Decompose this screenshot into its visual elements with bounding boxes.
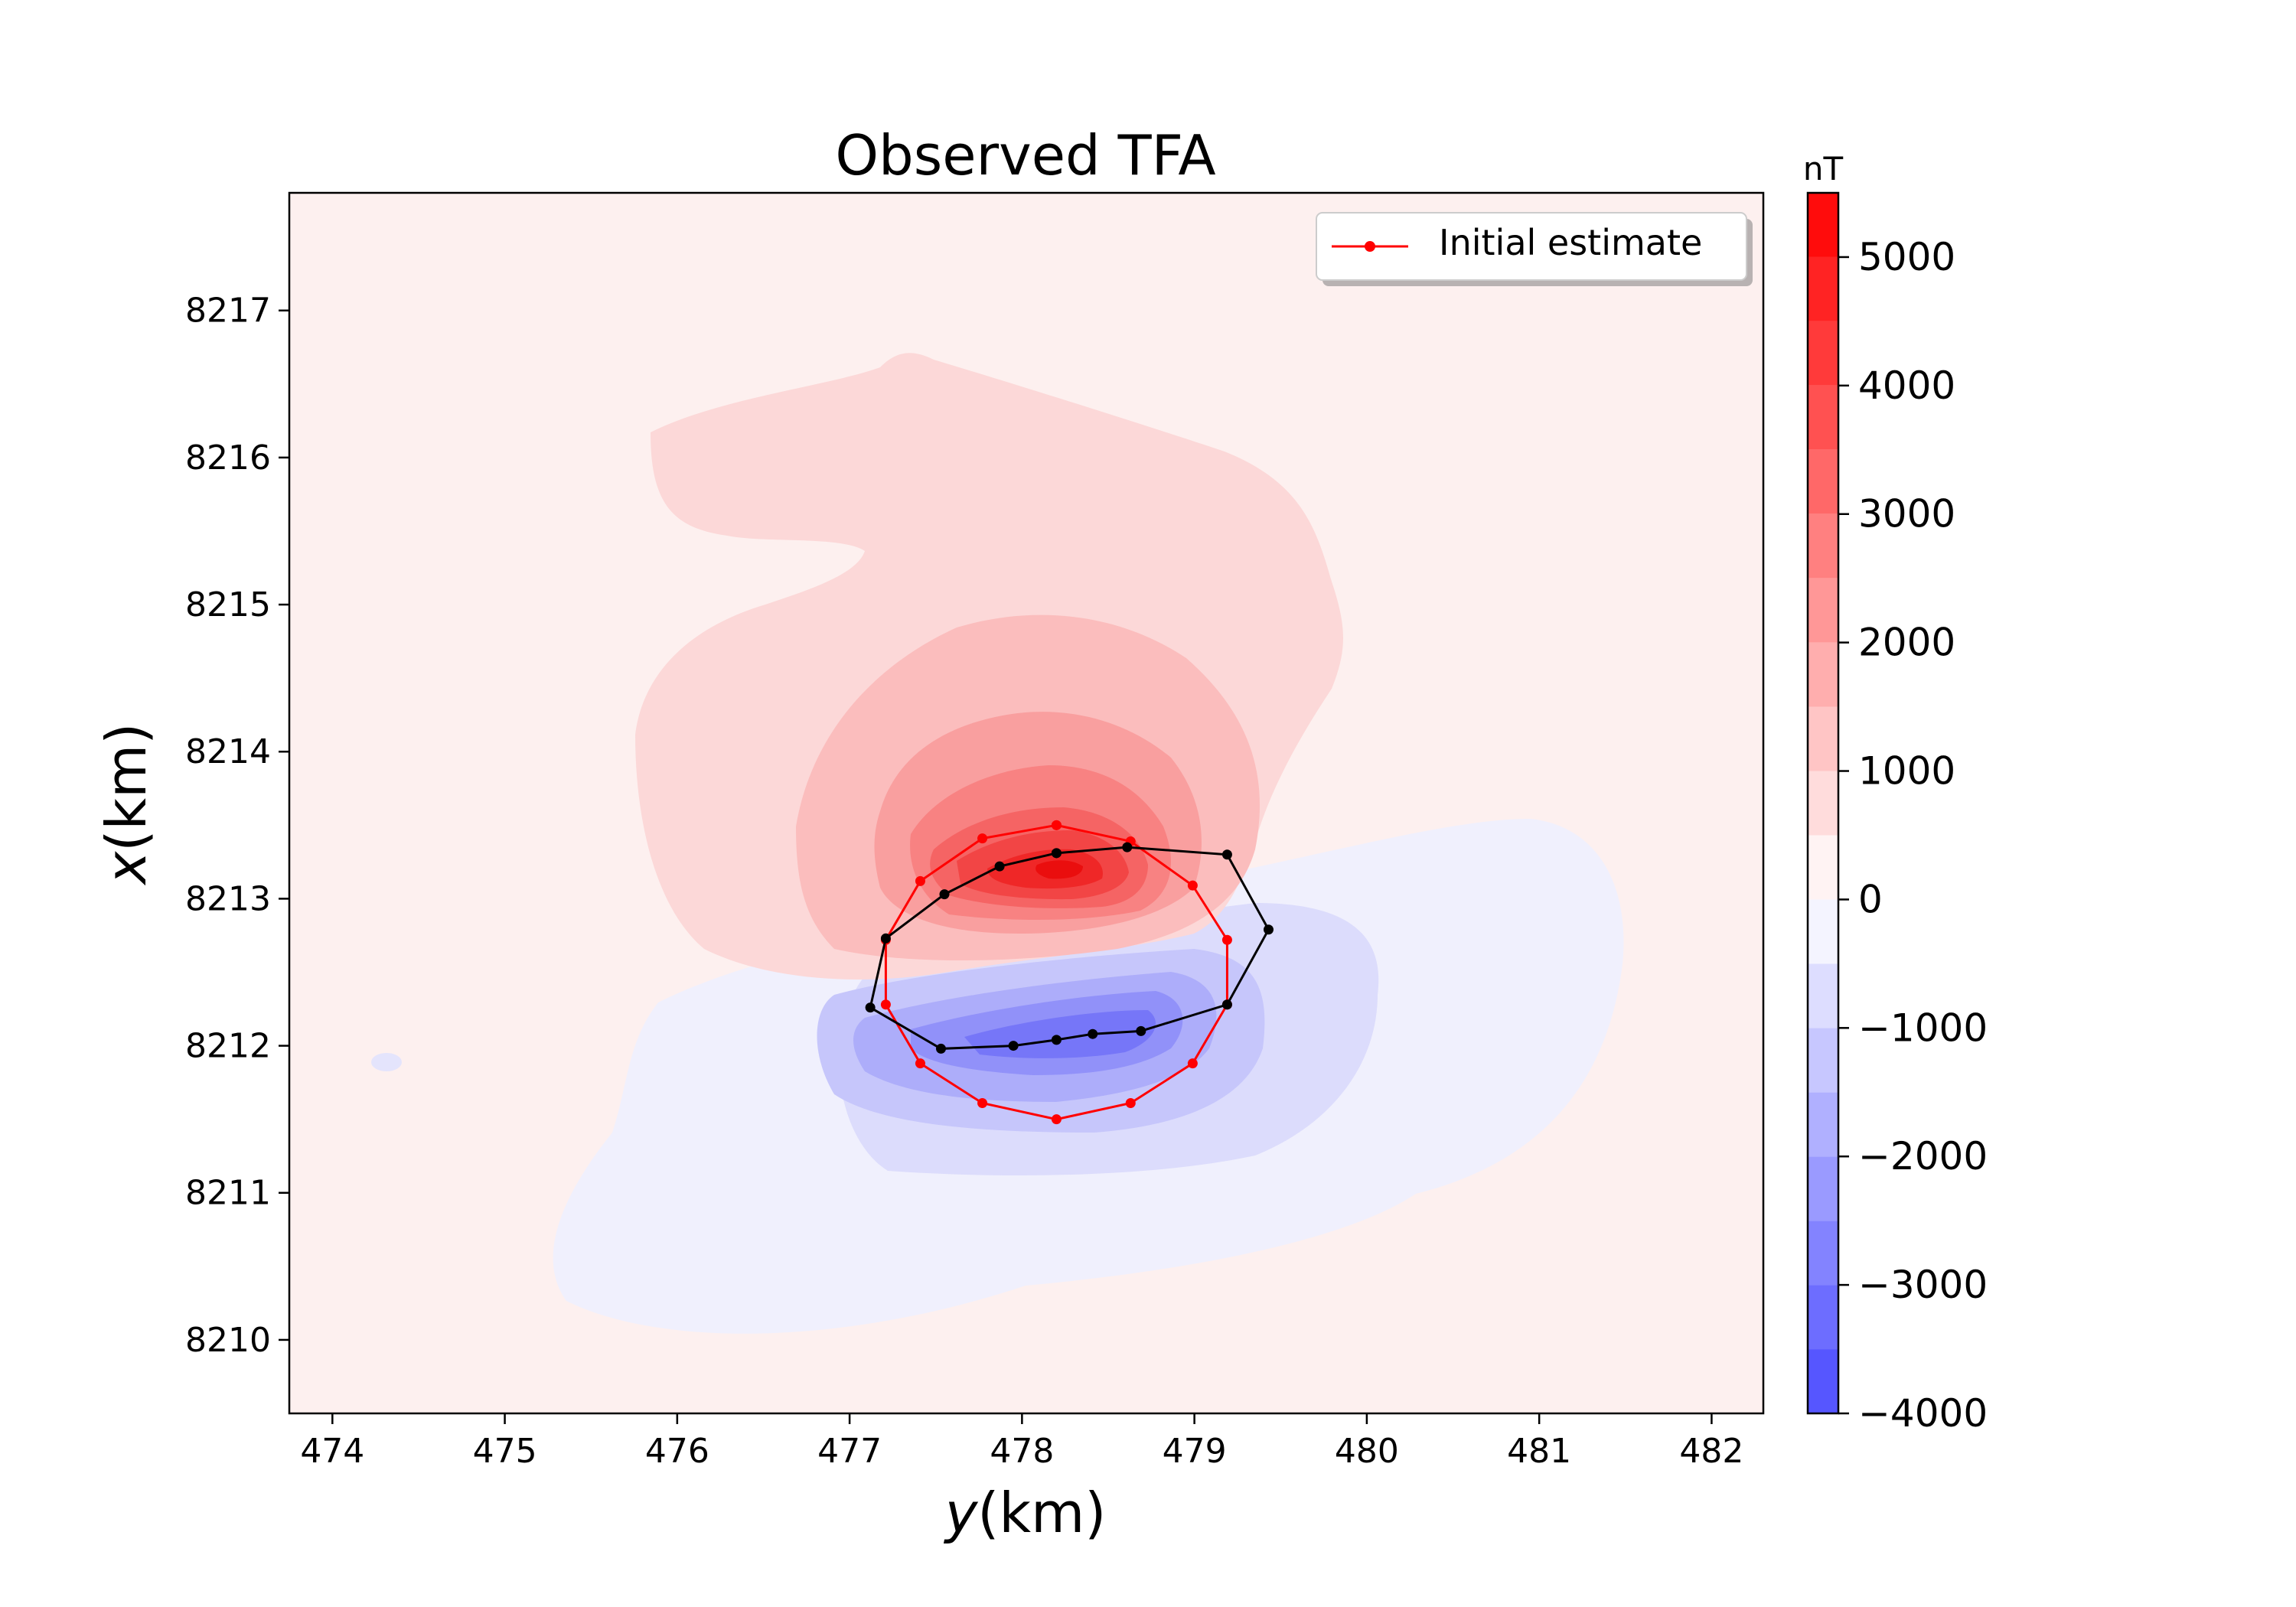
colorbar-tick-label: −2000	[1858, 1134, 1988, 1178]
colorbar-band	[1808, 193, 1838, 257]
estimated-vertex	[994, 861, 1005, 872]
y-axis-ticks: 8210 8211 8212 8213 8214 8215 8216 8217	[185, 292, 289, 1360]
colorbar-band	[1808, 385, 1838, 450]
colorbar-tick-label: −4000	[1858, 1391, 1988, 1436]
estimated-vertex	[1136, 1025, 1146, 1036]
x-axis-ticks: 474 475 476 477 478 479 480 481 482	[300, 1413, 1743, 1471]
colorbar-band	[1808, 513, 1838, 579]
colorbar-tick-label: −3000	[1858, 1263, 1988, 1307]
colorbar-band	[1808, 1221, 1838, 1286]
legend: Initial estimate	[1316, 212, 1753, 286]
colorbar-bands	[1808, 193, 1838, 1413]
neg-contour-small-patch	[371, 1053, 402, 1071]
initial-estimate-vertex	[977, 1098, 988, 1109]
legend-label: Initial estimate	[1439, 222, 1702, 263]
legend-box	[1316, 212, 1747, 281]
y-axis-label: x(km)	[94, 723, 158, 886]
colorbar-tick-label: 5000	[1858, 235, 1955, 279]
estimated-vertex	[935, 1043, 946, 1054]
colorbar-unit-label: nT	[1803, 150, 1844, 187]
y-tick-label: 8217	[185, 292, 271, 331]
initial-estimate-vertex	[1051, 1114, 1062, 1125]
polygon-layer	[865, 820, 1274, 1125]
x-tick-label: 477	[817, 1432, 882, 1471]
y-tick-label: 8212	[185, 1027, 271, 1066]
estimated-vertex	[1088, 1028, 1098, 1039]
y-tick-label: 8214	[185, 732, 271, 771]
colorbar-band	[1808, 449, 1838, 514]
x-tick-label: 474	[300, 1432, 364, 1471]
initial-estimate-vertex	[1187, 880, 1198, 891]
colorbar-band	[1808, 1092, 1838, 1157]
colorbar: nT −4000 −3000 −2000 −1000 0 1000 2000 3000 4000…	[1803, 150, 1988, 1436]
x-axis-label: y(km)	[944, 1481, 1107, 1545]
initial-estimate-vertex	[1187, 1058, 1198, 1069]
estimated-vertex	[939, 889, 950, 900]
y-axis-label-unit: (km)	[94, 723, 158, 852]
estimated-vertex	[1122, 842, 1133, 852]
colorbar-band	[1808, 1285, 1838, 1350]
colorbar-band	[1808, 1156, 1838, 1221]
x-tick-label: 482	[1679, 1432, 1743, 1471]
contour-fill	[371, 353, 1624, 1334]
colorbar-band	[1808, 256, 1838, 321]
pos-contour-5000	[1035, 860, 1083, 879]
initial-estimate-vertex	[1051, 820, 1062, 830]
y-tick-label: 8215	[185, 585, 271, 624]
colorbar-tick-label: 2000	[1858, 621, 1955, 665]
colorbar-band	[1808, 771, 1838, 836]
colorbar-band	[1808, 1028, 1838, 1093]
initial-estimate-vertex	[1221, 934, 1232, 945]
estimated-vertex	[1008, 1041, 1019, 1051]
colorbar-band	[1808, 835, 1838, 900]
initial-estimate-vertex	[977, 833, 988, 844]
estimated-vertex	[1051, 1035, 1062, 1045]
chart-title: Observed TFA	[835, 123, 1215, 187]
x-tick-label: 479	[1163, 1432, 1227, 1471]
estimated-vertex	[880, 933, 891, 944]
colorbar-band	[1808, 578, 1838, 643]
initial-estimate-vertex	[1125, 1098, 1136, 1109]
y-tick-label: 8210	[185, 1321, 271, 1360]
initial-estimate-vertex	[880, 999, 891, 1010]
colorbar-tick-label: 3000	[1858, 492, 1955, 536]
x-axis-label-italic: y	[944, 1481, 979, 1545]
x-tick-label: 478	[990, 1432, 1054, 1471]
colorbar-tick-label: 0	[1858, 877, 1883, 921]
colorbar-band	[1808, 321, 1838, 386]
y-tick-label: 8213	[185, 879, 271, 918]
estimated-vertex	[1221, 999, 1232, 1010]
y-tick-label: 8216	[185, 438, 271, 478]
y-tick-label: 8211	[185, 1174, 271, 1213]
x-tick-label: 475	[473, 1432, 537, 1471]
colorbar-tick-label: 4000	[1858, 363, 1955, 408]
initial-estimate-vertex	[915, 1058, 925, 1069]
x-axis-label-unit: (km)	[977, 1481, 1106, 1545]
colorbar-band	[1808, 706, 1838, 771]
estimated-vertex	[1051, 848, 1062, 859]
x-tick-label: 481	[1507, 1432, 1571, 1471]
colorbar-band	[1808, 963, 1838, 1028]
colorbar-ticks: −4000 −3000 −2000 −1000 0 1000 2000 3000 4000 500…	[1838, 235, 1988, 1436]
estimated-vertex	[1263, 924, 1274, 935]
colorbar-band	[1808, 1349, 1838, 1413]
x-tick-label: 476	[645, 1432, 709, 1471]
colorbar-tick-label: −1000	[1858, 1006, 1988, 1050]
initial-estimate-vertex	[915, 875, 925, 886]
colorbar-frame	[1806, 191, 1840, 1415]
axes-frame	[288, 191, 1765, 1415]
estimated-vertex	[1221, 849, 1232, 860]
estimated-vertex	[865, 1002, 876, 1013]
colorbar-band	[1808, 899, 1838, 964]
colorbar-band	[1808, 642, 1838, 707]
y-axis-label-italic: x	[94, 850, 158, 885]
colorbar-tick-label: 1000	[1858, 749, 1955, 794]
legend-marker	[1365, 241, 1375, 252]
x-tick-label: 480	[1335, 1432, 1399, 1471]
plot-area: 474 475 476 477 478 479 480 481 482 8210 8211 8212…	[185, 191, 1765, 1471]
